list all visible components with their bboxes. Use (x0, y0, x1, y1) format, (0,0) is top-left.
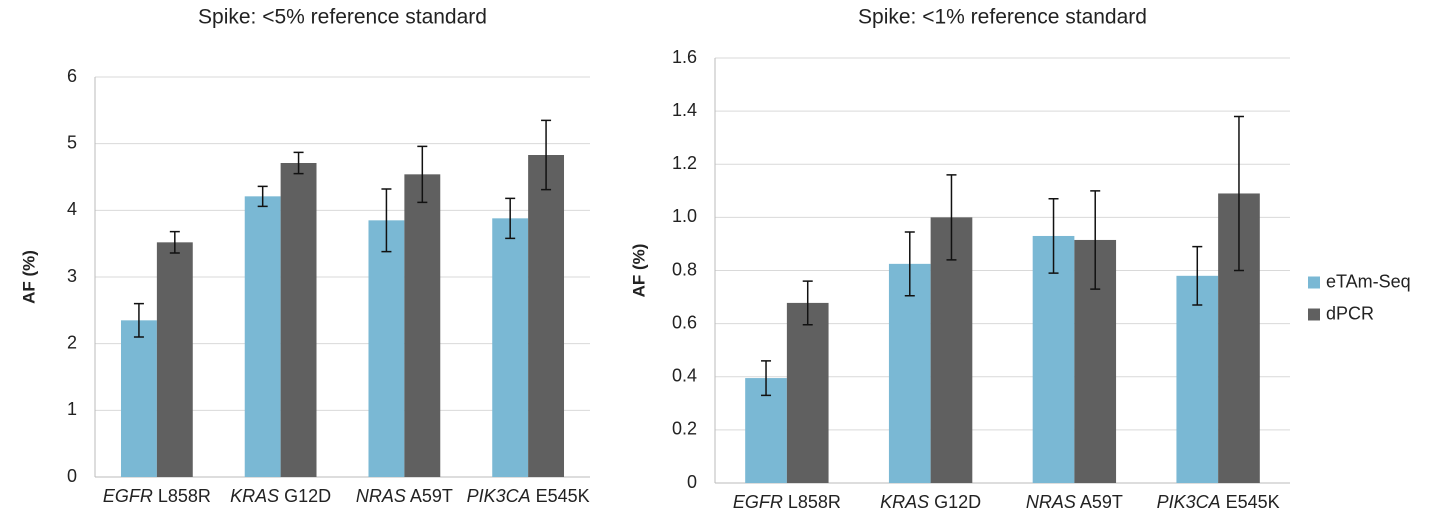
x-tick-label: NRAS A59T (1026, 492, 1123, 512)
error-bar (257, 185, 268, 208)
legend-swatch (1308, 308, 1320, 321)
y-tick-label: 2 (67, 332, 77, 352)
y-tick-label: 1.2 (672, 153, 697, 173)
bar (156, 242, 193, 477)
legend-label: dPCR (1326, 303, 1374, 323)
chart-title: Spike: <1% reference standard (858, 6, 1147, 29)
bar (888, 263, 931, 483)
error-bar (946, 174, 957, 261)
y-tick-label: 1.0 (672, 206, 697, 226)
x-tick-label: PIK3CA E545K (1157, 492, 1280, 512)
x-tick-label: PIK3CA E545K (467, 486, 590, 506)
y-tick-label: 0.6 (672, 312, 697, 332)
y-tick-label: 0.2 (672, 419, 697, 439)
x-tick-label: KRAS G12D (230, 486, 331, 506)
y-axis-label: AF (%) (629, 244, 648, 298)
bar (930, 217, 973, 483)
y-tick-label: 5 (67, 132, 77, 152)
y-tick-label: 1.4 (672, 100, 697, 120)
y-tick-label: 0 (687, 472, 697, 492)
legend-swatch (1308, 276, 1320, 289)
x-tick-label: NRAS A59T (356, 486, 453, 506)
error-bar (1192, 245, 1203, 306)
error-bar (802, 280, 813, 326)
bar (528, 155, 565, 477)
y-tick-label: 1.6 (672, 47, 697, 67)
y-tick-label: 6 (67, 66, 77, 86)
bar (492, 218, 529, 478)
error-bar (904, 231, 915, 297)
error-bar (1048, 198, 1059, 274)
error-bar (505, 197, 516, 240)
error-bar (133, 302, 144, 338)
error-bar (381, 188, 392, 253)
y-axis-label: AF (%) (19, 250, 38, 304)
bar (120, 320, 157, 477)
bar (244, 196, 281, 478)
error-bar (541, 119, 552, 191)
y-tick-label: 0.4 (672, 366, 697, 386)
x-tick-label: EGFR L858R (733, 492, 841, 512)
y-tick-label: 1 (67, 399, 77, 419)
y-tick-label: 4 (67, 199, 77, 219)
x-tick-label: EGFR L858R (103, 486, 211, 506)
bar (280, 163, 317, 477)
bar (368, 220, 405, 478)
y-tick-label: 3 (67, 266, 77, 286)
x-tick-label: KRAS G12D (880, 492, 981, 512)
error-bar (1233, 115, 1244, 272)
error-bar (1090, 190, 1101, 290)
error-bar (169, 230, 180, 254)
error-bar (761, 360, 772, 397)
y-tick-label: 0 (67, 466, 77, 486)
error-bar (417, 145, 428, 204)
bar (404, 174, 441, 478)
legend-label: eTAm-Seq (1326, 271, 1411, 291)
bar (1176, 275, 1219, 483)
bar (1032, 235, 1075, 483)
error-bar (293, 151, 304, 175)
bar (786, 302, 829, 483)
y-tick-label: 0.8 (672, 259, 697, 279)
chart-title: Spike: <5% reference standard (198, 6, 487, 29)
